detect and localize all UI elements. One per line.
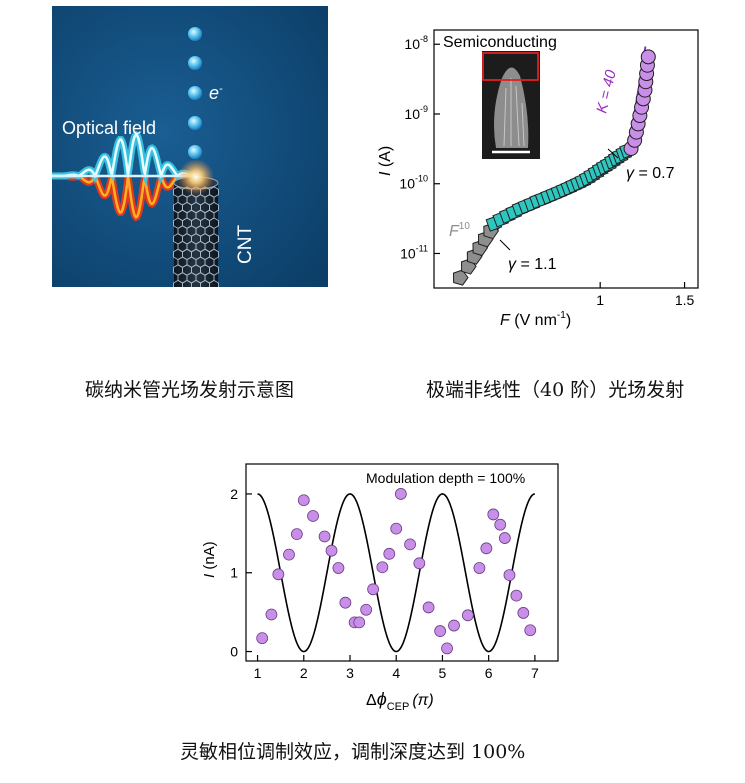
gamma-low-pointer (499, 239, 511, 251)
optical-field-label: Optical field (62, 118, 156, 138)
y-tick-label: 10-11 (400, 243, 428, 261)
electron-4 (188, 116, 202, 130)
chart-2-data-point (383, 547, 396, 560)
chart-2-data-point (297, 494, 310, 507)
chart-2-data-point (494, 518, 507, 531)
chart-2-data-point (318, 530, 331, 543)
y-tick-label: 10-10 (399, 174, 428, 192)
x-tick-label: 5 (439, 665, 447, 681)
cosine-fit-curve (257, 493, 536, 653)
chart-1-xlabel: F (V nm-1) (500, 310, 571, 329)
electron-label: e- (209, 83, 223, 103)
chart-2-data-point (367, 583, 380, 596)
f-power-label: F10 (449, 221, 470, 240)
chart-2-data-point (265, 608, 278, 621)
chart-2-ylabel: I (nA) (201, 541, 218, 578)
x-tick-label: 1.5 (675, 292, 695, 308)
y-tick-label: 0 (230, 644, 238, 660)
chart-2-data-point (283, 548, 295, 561)
electron-1 (188, 27, 202, 41)
x-tick-label: 3 (346, 665, 354, 681)
gamma-high-pointer (607, 148, 619, 159)
chart-2-data-point (422, 601, 435, 614)
fowler-nordheim-chart: 10-8 10-9 10-10 10-11 1 1.5 Semiconducting γ… (370, 18, 715, 338)
x-tick-label: 1 (254, 665, 262, 681)
chart-2-data-point (498, 532, 511, 544)
chart-2-title: Modulation depth = 100% (366, 470, 525, 486)
chart-2-data-point (413, 557, 426, 570)
chart-1-point-circle (640, 49, 656, 65)
chart-1-point-pentagon (452, 269, 469, 286)
illustration-svg: e- Optical field CNT (48, 6, 328, 300)
chart-2-data-point (487, 508, 500, 521)
caption-illustration: 碳纳米管光场发射示意图 (85, 379, 295, 401)
y-tick-label: 10-9 (404, 104, 428, 122)
x-tick-label: 4 (392, 665, 400, 681)
y-tick-label: 2 (230, 486, 238, 502)
chart-2-data-point (256, 632, 269, 645)
chart-1-svg: 10-8 10-9 10-10 10-11 1 1.5 Semiconducting γ… (377, 29, 699, 329)
electron-3 (188, 86, 202, 100)
chart-2-data-point (360, 603, 373, 616)
chart-2-data-point (353, 616, 366, 629)
chart-2-xlabel: ΔϕCEP (π) (366, 689, 434, 713)
x-tick-label: 6 (485, 665, 493, 681)
chart-2-data-point (517, 607, 530, 619)
chart-1-title: Semiconducting (443, 34, 557, 51)
gamma-low-label: γ = 1.1 (508, 256, 557, 273)
chart-2-data-point (339, 596, 352, 609)
electrons (188, 27, 202, 159)
electron-5 (188, 145, 202, 159)
sem-inset (482, 51, 540, 159)
chart-2-data-point (390, 522, 403, 535)
cnt-label: CNT (235, 225, 256, 264)
electron-2 (188, 56, 202, 70)
chart-2-data-point (290, 528, 303, 541)
y-tick-label: 1 (230, 565, 238, 581)
chart-1-plot-frame (433, 29, 699, 289)
chart-2-plot-frame (245, 463, 559, 662)
chart-2-data-point (325, 544, 338, 557)
y-tick-label: 10-8 (404, 34, 428, 52)
chart-2-data-point (441, 642, 453, 655)
chart-2-data-point (434, 625, 447, 637)
x-tick-label: 7 (531, 665, 539, 681)
slope-k-label: K = 40 (593, 68, 620, 115)
optical-field-wave (48, 130, 196, 222)
chart-2-data-point (461, 609, 474, 622)
chart-2-data-point (376, 561, 389, 574)
chart-2-data-point (510, 589, 523, 602)
x-tick-label: 1 (596, 292, 604, 308)
chart-2-data-point (332, 562, 345, 574)
chart-2-data-point (307, 510, 319, 522)
chart-2-data-point (524, 624, 537, 637)
emission-glow (178, 159, 214, 195)
x-tick-label: 2 (300, 665, 308, 681)
chart-2-data-point (394, 488, 407, 500)
chart-2-data-point (272, 568, 285, 581)
chart-2-data-point (480, 542, 493, 555)
cnt-emission-illustration: e- Optical field CNT (48, 6, 328, 300)
caption-phase-modulation: 灵敏相位调制效应，调制深度达到 100% (180, 741, 526, 763)
gamma-high-label: γ = 0.7 (626, 165, 675, 182)
chart-2-data-point (503, 569, 516, 582)
chart-2-data-point (404, 538, 416, 551)
caption-nonlinear-emission: 极端非线性（40 阶）光场发射 (426, 379, 685, 401)
chart-1-ylabel: I (A) (377, 146, 394, 176)
chart-2-data-point (473, 562, 486, 574)
chart-2-data-point (448, 619, 460, 632)
